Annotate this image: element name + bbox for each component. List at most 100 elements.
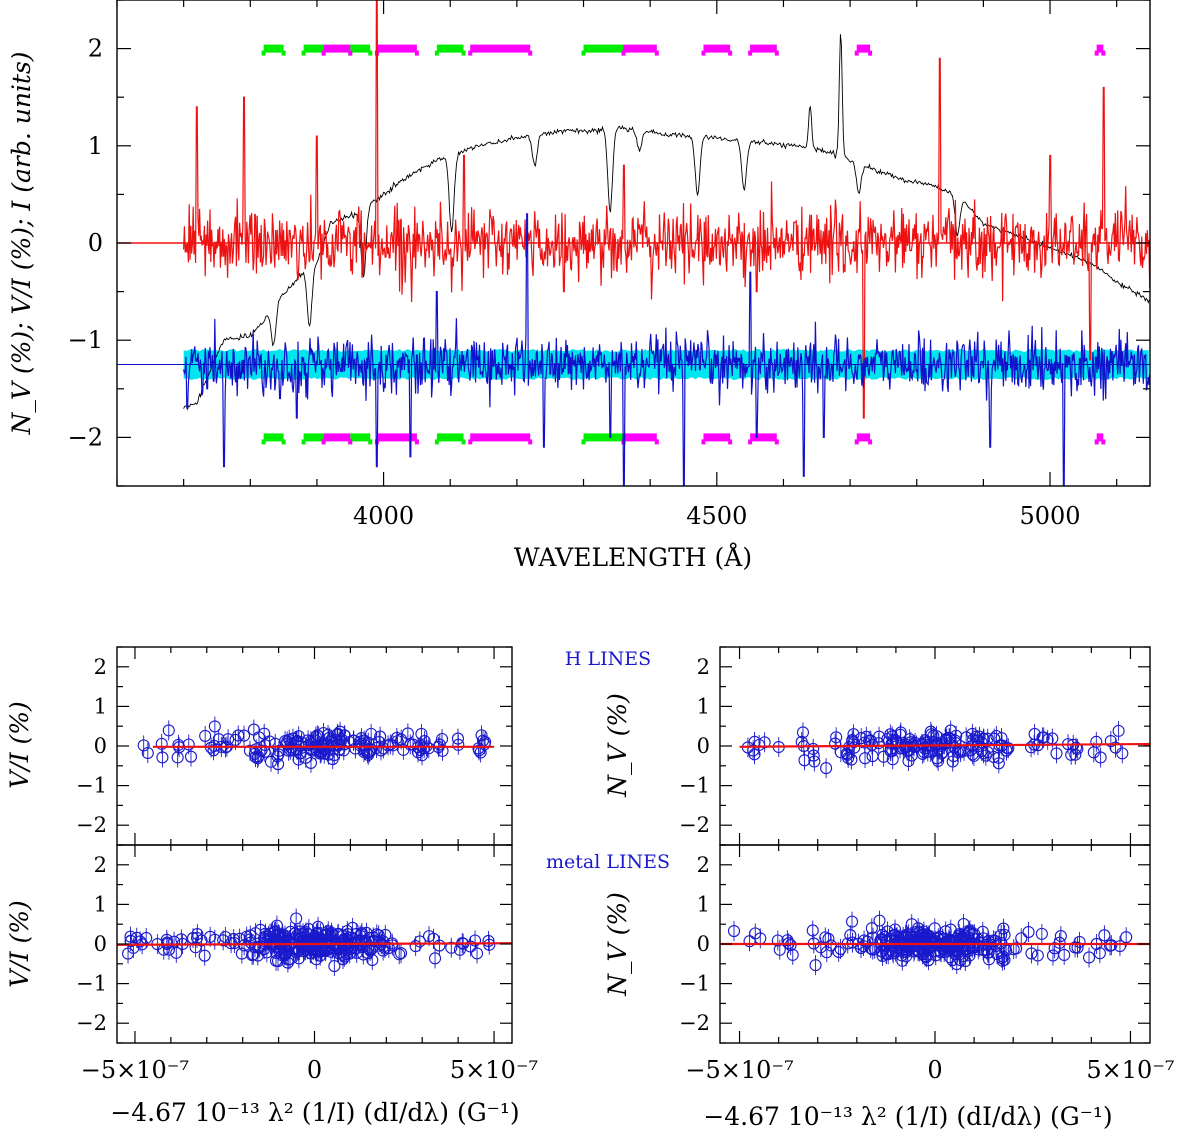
metal-vi-point-285	[357, 948, 370, 961]
h-vi-points	[137, 716, 495, 775]
metal-vi-point-296	[328, 960, 341, 973]
h-nv-point-131	[936, 746, 949, 759]
metal-nv-point-95	[1082, 951, 1096, 964]
metal-nv-point-148	[786, 948, 799, 961]
metal-nv-point-199	[854, 941, 868, 954]
metal-nv-point-288	[942, 939, 955, 952]
metal-vi-point-143	[170, 946, 183, 959]
metal-vi-point-259	[340, 947, 353, 961]
h-nv-y-axis-label: N_V (%)	[603, 693, 632, 798]
metal-nv-point-232	[806, 924, 819, 937]
metal-nv-point-257	[1120, 931, 1133, 944]
h-vi-ytick-label--2: −2	[76, 813, 107, 837]
metal-nv-point-265	[888, 939, 901, 953]
metal-nv-point-238	[1054, 929, 1067, 943]
right-panel-x-tick-label-1: 0	[927, 1056, 942, 1084]
h-band-bottom-4-cap-right	[728, 439, 733, 445]
h-vi-point-29	[207, 744, 220, 757]
metal-vi-point-255	[281, 956, 294, 969]
h-band-bottom-7-cap-left	[1094, 439, 1099, 445]
h-vi-ytick-label--1: −1	[76, 774, 107, 798]
h-vi-point-114	[374, 730, 387, 743]
panel-x-tick-labels: −5×10⁻⁷ −5×10⁻⁷ 0 0 5×10⁻⁷ 5×10⁻⁷	[81, 1056, 1175, 1084]
h-vi-point-145	[328, 749, 341, 762]
h-band-top-4-cap-left	[701, 50, 706, 56]
metal-nv-point-251	[825, 939, 838, 952]
h-nv-point-169	[966, 748, 979, 761]
h-band-top-0-cap-left	[321, 50, 326, 56]
metal-nv-point-253	[880, 947, 893, 960]
metal-vi-point-55	[483, 938, 496, 951]
metal-lines-vi-panel: −2 −1 0 1 2	[76, 844, 513, 1044]
h-nv-point-152	[877, 750, 890, 763]
h-band-bottom-2	[470, 433, 531, 442]
h-nv-point-156	[992, 757, 1005, 770]
metal-vi-ytick-label-2: 2	[94, 853, 107, 877]
h-vi-point-154	[284, 738, 297, 751]
metal-band-top-1-cap-left	[301, 50, 306, 56]
metal-nv-ytick-label-1: 1	[697, 892, 710, 916]
h-band-top-5-cap-right	[774, 50, 779, 56]
spectrum-y-axis-label: N_V (%); V/I (%); I (arb. units)	[7, 51, 36, 435]
h-vi-point-152	[355, 732, 368, 745]
left-panel-x-tick-label-2: 5×10⁻⁷	[450, 1056, 538, 1084]
metal-vi-point-256	[464, 940, 477, 953]
h-band-bottom-6	[856, 433, 871, 442]
h-vi-point-70	[182, 738, 195, 751]
h-vi-point-155	[386, 739, 399, 752]
left-panel-x-tick-label-0: −5×10⁻⁷	[81, 1056, 189, 1084]
h-nv-point-165	[981, 746, 994, 759]
h-vi-point-157	[292, 730, 305, 743]
metal-nv-ytick-label--2: −2	[679, 1011, 710, 1035]
h-nv-point-68	[758, 736, 771, 749]
right-panel-x-axis-label: −4.67 10⁻¹³ λ² (1/I) (dI/dλ) (G⁻¹)	[703, 1102, 1112, 1131]
metal-band-bottom-3	[436, 433, 464, 442]
h-vi-point-137	[433, 738, 446, 751]
metal-vi-point-22	[134, 935, 147, 948]
metal-band-bottom-2	[350, 433, 371, 442]
h-nv-point-58	[1094, 751, 1107, 764]
h-nv-point-166	[944, 724, 957, 737]
h-nv-point-45	[947, 750, 960, 763]
metal-band-bottom-4	[583, 433, 624, 442]
h-nv-point-112	[807, 749, 820, 762]
metal-vi-point-252	[204, 930, 217, 943]
h-vi-point-7	[184, 750, 198, 763]
metal-nv-point-185	[1103, 939, 1117, 952]
metal-vi-point-23	[140, 931, 153, 945]
h-band-top-5-cap-left	[748, 50, 753, 56]
h-band-bottom-6-cap-left	[854, 439, 859, 445]
x-tick-label-5000: 5000	[1019, 502, 1080, 530]
metal-band-bottom-0-cap-right	[281, 439, 286, 445]
h-vi-point-14	[162, 724, 175, 737]
metal-vi-ytick-label-0: 0	[94, 932, 107, 956]
h-vi-point-128	[137, 739, 150, 752]
metal-nv-ytick-label--1: −1	[679, 972, 710, 996]
metal-band-bottom-2-cap-right	[368, 439, 373, 445]
metal-nv-point-275	[1035, 927, 1048, 940]
metal-nv-point-136	[997, 922, 1010, 935]
h-band-bottom-2-cap-left	[468, 439, 473, 445]
metal-band-top-3	[436, 44, 464, 53]
h-band-bottom-6-cap-right	[868, 439, 873, 445]
h-band-top-3-cap-left	[621, 50, 626, 56]
h-nv-point-159	[960, 731, 973, 744]
h-band-bottom-0-cap-left	[321, 439, 326, 445]
h-band-bottom-3	[623, 433, 657, 442]
metal-band-bottom-1	[303, 433, 324, 442]
metal-band-top-3-cap-left	[434, 50, 439, 56]
metal-band-bottom-3-cap-right	[461, 439, 466, 445]
metal-vi-point-284	[360, 926, 373, 939]
h-vi-point-133	[304, 756, 318, 769]
h-nv-point-79	[1112, 724, 1125, 737]
h-band-top-6-cap-left	[854, 50, 859, 56]
h-band-top-2-cap-left	[468, 50, 473, 56]
spectrum-panel: −2 −1 0 1 2 4000 4500 5000 WAVELENGTH (Å) N_V …	[7, 0, 1151, 572]
metal-nv-point-215	[982, 946, 995, 959]
metal-vi-point-278	[130, 931, 143, 944]
h-nv-point-94	[995, 731, 1008, 745]
spectrum-ticks	[116, 0, 1150, 487]
h-band-bottom-7-cap-right	[1101, 439, 1106, 445]
metal-vi-point-32	[198, 949, 211, 962]
left-panel-x-tick-label-1: 0	[307, 1056, 322, 1084]
